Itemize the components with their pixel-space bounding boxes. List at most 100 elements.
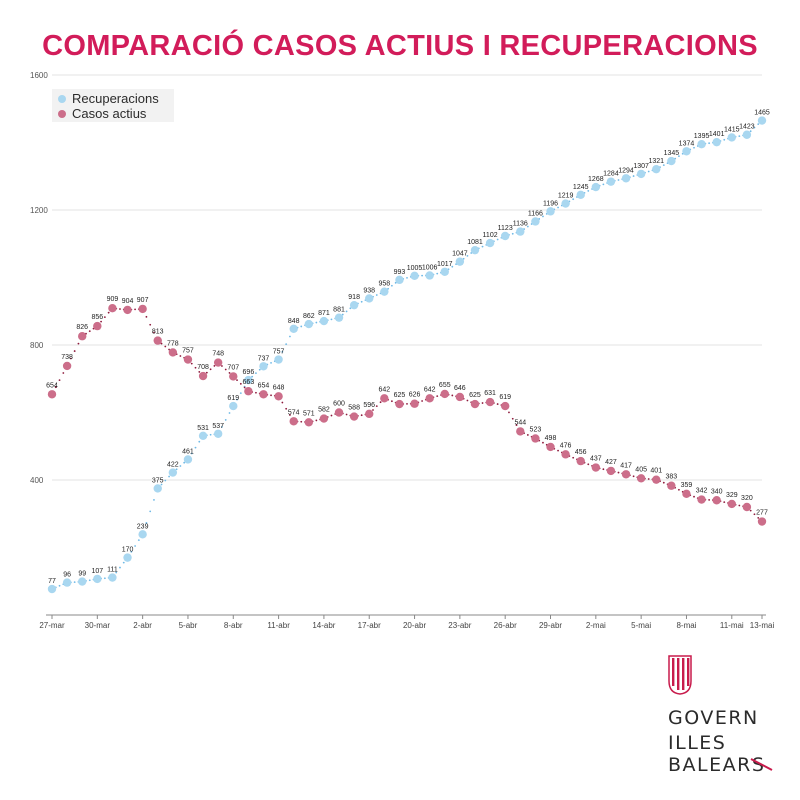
data-label: 1284 [603, 171, 619, 178]
data-point [440, 389, 449, 399]
data-label: 437 [590, 456, 602, 463]
series-connector-dot [708, 142, 711, 145]
series-connector-dot [119, 566, 121, 569]
data-label: 1081 [467, 239, 483, 246]
series-connector-dot [738, 135, 741, 137]
series-connector-dot [572, 456, 575, 459]
data-label: 654 [46, 382, 58, 389]
legend-marker [58, 110, 66, 118]
data-label: 277 [756, 510, 768, 517]
series-connector-dot [451, 394, 454, 397]
data-point [682, 147, 691, 156]
data-label: 523 [530, 426, 542, 433]
data-label: 498 [545, 435, 557, 442]
data-label: 600 [333, 401, 345, 408]
x-tick-label: 26-abr [494, 621, 517, 630]
series-connector-dot [360, 300, 363, 303]
series-connector-dot [107, 311, 110, 314]
series-connector-dot [179, 355, 182, 357]
series-connector-dot [236, 398, 238, 401]
data-label: 862 [303, 313, 315, 320]
legend-marker [58, 95, 66, 103]
data-label: 993 [394, 269, 406, 276]
series-connector-dot [738, 504, 741, 507]
data-point [470, 399, 480, 409]
x-tick-label: 2-abr [133, 621, 152, 630]
data-label: 826 [76, 324, 88, 331]
coat-of-arms-icon [668, 655, 692, 695]
data-point [546, 442, 555, 452]
legend-label: Casos actius [72, 106, 147, 121]
data-label: 476 [560, 442, 572, 449]
data-label: 383 [666, 474, 678, 481]
series-connector-dot [160, 483, 163, 486]
data-point [561, 199, 570, 208]
data-point [531, 217, 540, 226]
data-point [485, 397, 495, 407]
series-connector-dot [194, 446, 197, 449]
series-connector-dot [300, 325, 303, 328]
data-point [229, 401, 238, 411]
series-connector-dot [375, 405, 378, 407]
data-label: 748 [212, 351, 224, 358]
data-point [500, 401, 510, 411]
x-tick-label: 30-mar [85, 621, 111, 630]
data-point [652, 475, 661, 484]
series-connector-dot [103, 316, 106, 319]
series-connector-dot [179, 465, 182, 467]
data-point [425, 271, 434, 280]
series-connector-dot [88, 579, 91, 582]
series-connector-dot [508, 411, 510, 414]
data-point [198, 431, 208, 440]
series-connector-dot [194, 366, 197, 369]
data-point [380, 287, 389, 296]
data-point [365, 409, 374, 419]
series-connector-dot [236, 379, 238, 381]
data-label: 757 [273, 349, 285, 356]
data-label: 1268 [588, 176, 604, 183]
data-label: 737 [258, 355, 270, 362]
data-point [108, 573, 117, 582]
series-connector-dot [281, 350, 284, 353]
data-label: 708 [197, 364, 209, 371]
data-label: 1047 [452, 251, 468, 258]
data-point [697, 139, 706, 149]
data-label: 531 [197, 425, 209, 432]
series-connector-dot [753, 513, 756, 516]
data-point [244, 387, 253, 396]
legend-label: Recuperacions [72, 91, 159, 106]
data-point [198, 371, 208, 381]
data-point [319, 414, 329, 423]
data-point [636, 474, 646, 483]
series-connector-dot [168, 475, 170, 478]
data-label: 646 [454, 385, 466, 392]
x-tick-label: 11-abr [267, 621, 290, 630]
data-point [334, 408, 344, 417]
series-connector-dot [542, 441, 544, 444]
data-point [425, 394, 434, 403]
series-connector-dot [88, 330, 91, 333]
data-label: 1345 [664, 150, 680, 157]
govern-illes-balears-logo: GOVERN ILLES BALEARS [668, 655, 778, 775]
series-connector-dot [289, 335, 291, 338]
data-point [153, 336, 162, 345]
data-label: 375 [152, 477, 164, 484]
series-connector-dot [647, 478, 650, 480]
data-label: 856 [91, 314, 103, 321]
series-connector-dot [496, 238, 499, 241]
data-label: 456 [575, 449, 587, 456]
series-connector-dot [198, 440, 201, 443]
data-label: 342 [696, 488, 708, 495]
data-point [591, 463, 601, 472]
series-connector-dot [723, 138, 726, 141]
series-connector-dot [349, 307, 352, 310]
data-point [62, 578, 72, 587]
data-label: 544 [514, 419, 526, 426]
series-connector-dot [285, 407, 288, 410]
data-point [183, 355, 193, 364]
data-label: 631 [484, 390, 496, 397]
data-label: 571 [303, 410, 315, 417]
series-connector-dot [511, 417, 514, 420]
